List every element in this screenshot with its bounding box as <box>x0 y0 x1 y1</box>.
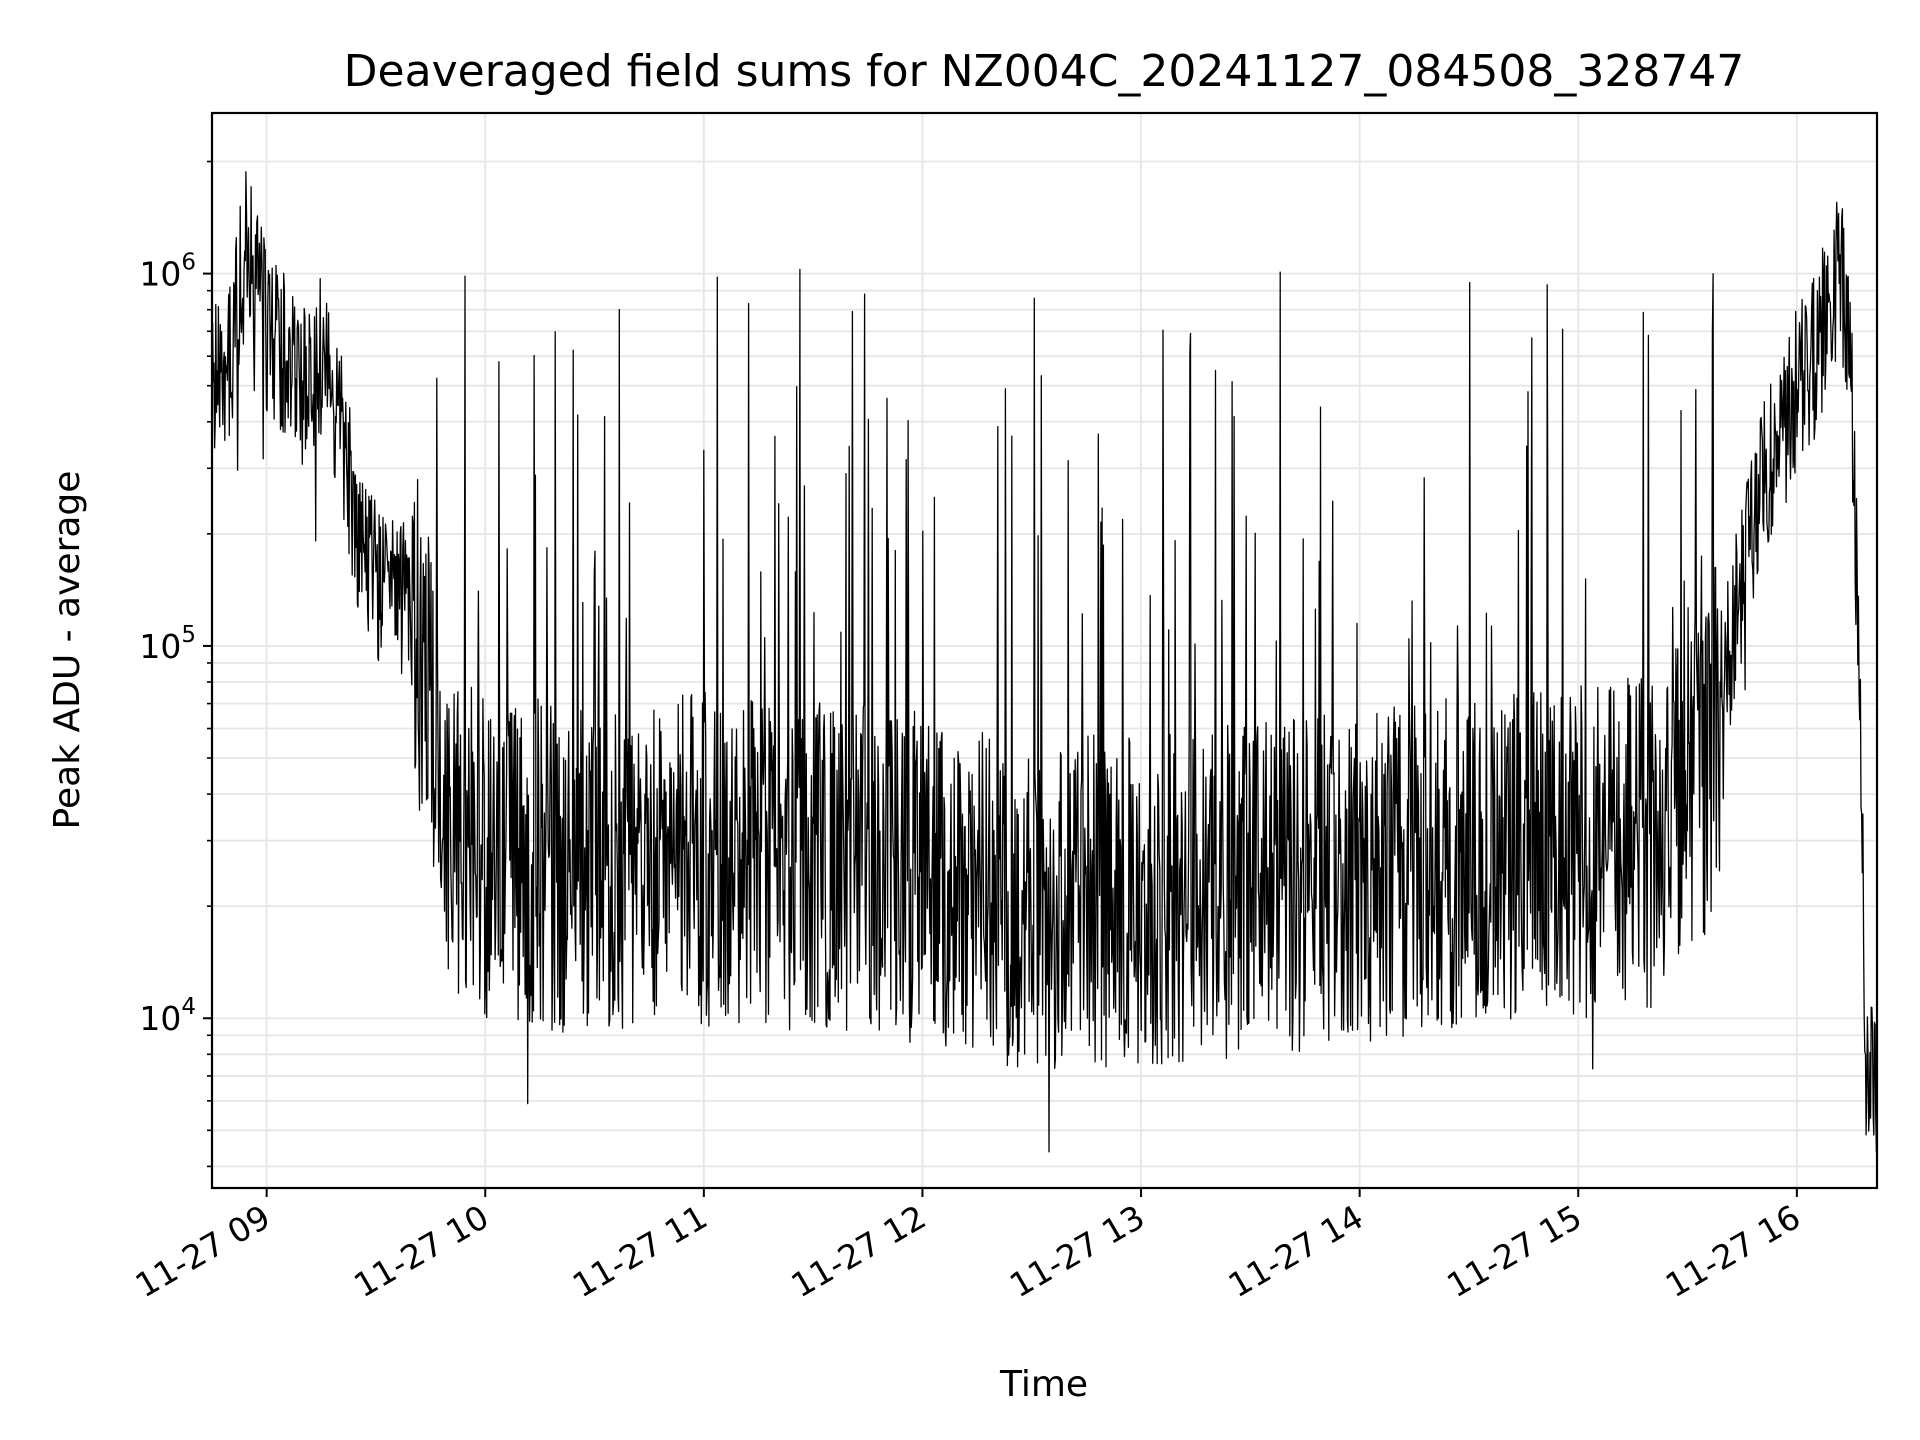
plot-frame <box>210 111 1879 1190</box>
y-ticks: 104 105 106 <box>139 160 212 1168</box>
chart-title: Deaveraged field sums for NZ004C_2024112… <box>344 46 1745 97</box>
x-axis-label: Time <box>999 1364 1088 1405</box>
series-group <box>211 171 1878 1153</box>
series-line <box>211 171 1878 1153</box>
grid <box>212 113 1877 1188</box>
y-axis-label: Peak ADU - average <box>47 471 88 830</box>
y-tick-label: 104 <box>139 994 196 1038</box>
y-tick-label: 106 <box>139 250 196 294</box>
y-tick-label: 105 <box>139 622 196 666</box>
